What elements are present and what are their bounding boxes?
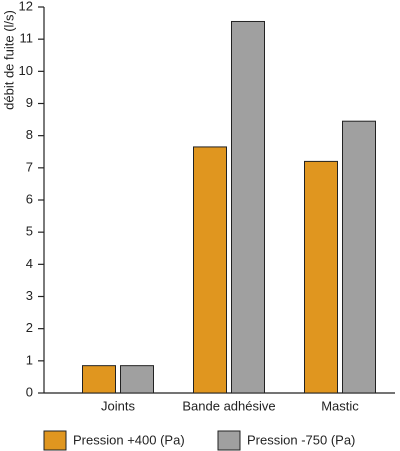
y-tick-label: 5 <box>26 224 33 239</box>
y-tick-label: 11 <box>20 31 34 46</box>
bar <box>304 160 338 394</box>
y-tick-label: 0 <box>26 384 33 399</box>
legend-label: Pression +400 (Pa) <box>73 432 185 447</box>
legend-swatch <box>43 430 67 451</box>
y-tick-label: 9 <box>26 95 33 110</box>
y-tick-label: 1 <box>26 352 33 367</box>
y-tick-label: 12 <box>19 0 33 13</box>
y-tick-label: 4 <box>26 256 33 271</box>
y-tick-label: 7 <box>26 159 33 174</box>
y-tick-label: 6 <box>26 191 33 206</box>
x-tick-label: Mastic <box>321 398 359 413</box>
x-tick-label: Bande adhésive <box>182 398 275 413</box>
bar <box>193 146 227 394</box>
bar <box>82 365 116 394</box>
bar <box>120 365 154 394</box>
bar <box>231 20 265 394</box>
y-tick-label: 8 <box>26 127 33 142</box>
y-axis-label: débit de fuite (l/s) <box>1 10 16 110</box>
y-tick-label: 10 <box>19 63 33 78</box>
legend-label: Pression -750 (Pa) <box>247 432 355 447</box>
legend-swatch <box>217 430 241 451</box>
x-tick-label: Joints <box>101 398 135 413</box>
bar <box>342 120 376 394</box>
y-tick-label: 3 <box>26 288 33 303</box>
y-tick-label: 2 <box>26 320 33 335</box>
